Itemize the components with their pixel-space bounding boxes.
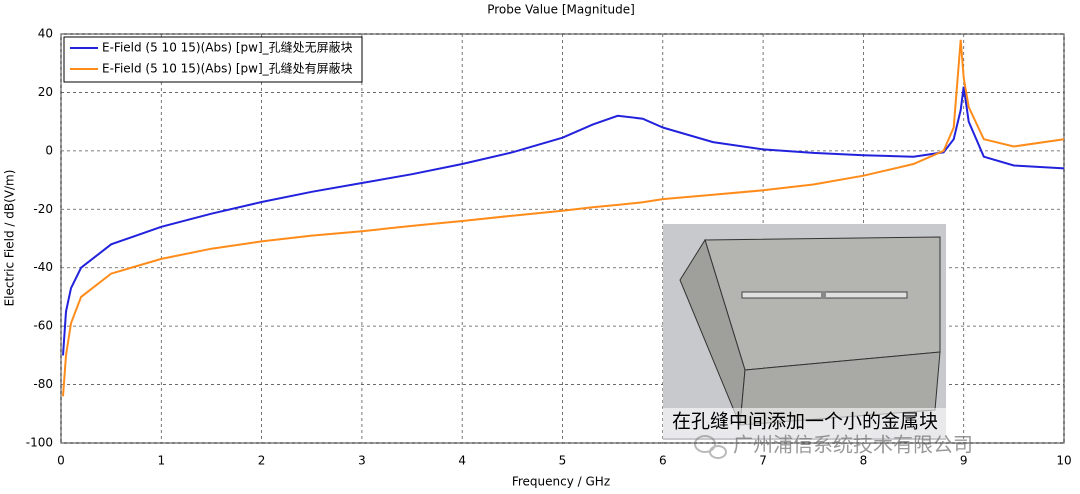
x-tick-label: 5 — [559, 454, 567, 468]
x-tick-label: 1 — [157, 454, 165, 468]
x-tick-label: 8 — [860, 454, 868, 468]
inset-image — [663, 224, 946, 440]
x-axis-label: Frequency / GHz — [512, 475, 610, 489]
x-tick-label: 7 — [759, 454, 767, 468]
watermark-icon — [694, 435, 727, 459]
inset-caption: 在孔缝中间添加一个小的金属块 — [672, 411, 938, 433]
y-tick-label: 0 — [45, 143, 53, 157]
x-tick-label: 3 — [358, 454, 366, 468]
chart-title: Probe Value [Magnitude] — [487, 3, 635, 17]
x-tick-label: 4 — [458, 454, 466, 468]
y-tick-label: -80 — [33, 377, 53, 391]
y-tick-label: -40 — [33, 260, 53, 274]
y-tick-label: -100 — [26, 436, 53, 450]
y-tick-label: 40 — [38, 27, 53, 41]
legend-label: E-Field (5 10 15)(Abs) [pw]_孔缝处无屏蔽块 — [102, 40, 353, 55]
y-tick-label: -60 — [33, 319, 53, 333]
y-tick-label: 20 — [38, 85, 53, 99]
series-line — [62, 86, 1065, 356]
legend-label: E-Field (5 10 15)(Abs) [pw]_孔缝处有屏蔽块 — [102, 61, 353, 76]
watermark: 广州浦信系统技术有限公司 — [733, 433, 973, 457]
x-tick-label: 6 — [659, 454, 667, 468]
series-line — [62, 39, 1065, 397]
x-tick-label: 9 — [960, 454, 968, 468]
x-tick-label: 0 — [57, 454, 65, 468]
x-tick-label: 2 — [258, 454, 266, 468]
legend: E-Field (5 10 15)(Abs) [pw]_孔缝处无屏蔽块 E-Fie… — [63, 36, 363, 83]
y-tick-label: -20 — [33, 202, 53, 216]
x-tick-label: 10 — [1056, 454, 1071, 468]
legend-box — [63, 36, 363, 83]
y-axis-label: Electric Field / dB(V/m) — [3, 170, 17, 307]
